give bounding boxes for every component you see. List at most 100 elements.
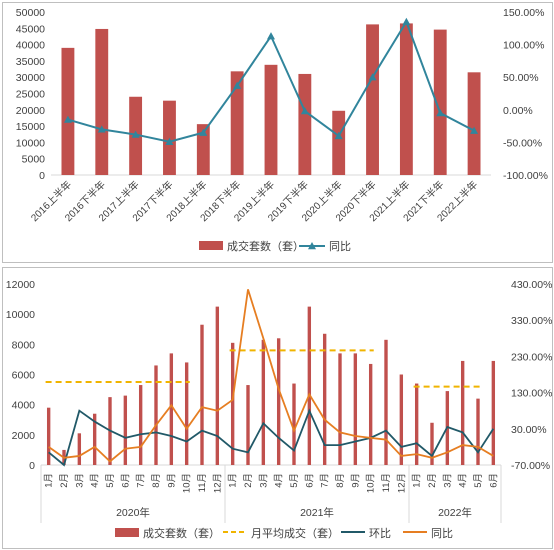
legend-bar-label: 成交套数（套） (227, 239, 304, 253)
y-left-tick-label: 20000 (16, 105, 45, 117)
y-left-tick-label: 8000 (12, 339, 36, 351)
yoy-point (63, 115, 72, 123)
y-right-tick-label: 130.00% (511, 388, 552, 400)
year-label: 2021年 (300, 506, 334, 519)
bar (196, 124, 210, 175)
yoy-point (368, 73, 377, 81)
year-label: 2020年 (116, 506, 150, 519)
legend-bar-swatch (199, 241, 223, 250)
x-tick-label: 5月 (473, 473, 484, 488)
half-year-chart: 0 5000 10000 15000 20000 25000 30000 35000 40000… (16, 7, 548, 253)
y-left-tick-label: 0 (29, 460, 35, 472)
yoy-point (300, 107, 309, 115)
bar (292, 383, 296, 465)
x-tick-label: 1月 (412, 473, 423, 488)
bar (77, 433, 82, 465)
x-tick-label: 1月 (228, 473, 239, 488)
y-right-tick-label: 230.00% (511, 351, 552, 363)
bar (200, 324, 204, 465)
x-tick-label: 5月 (105, 473, 116, 488)
x-tick-label: 7月 (136, 473, 147, 488)
x-tick-label: 10月 (182, 473, 193, 493)
bar (61, 47, 75, 175)
x-tick-label: 8月 (335, 473, 346, 488)
y-left-tick-label: 25000 (16, 89, 45, 101)
legend-bar-label: 成交套数（套） (143, 526, 220, 540)
x-tick-label: 6月 (304, 473, 315, 488)
y-right-tick-label: -100.00% (503, 170, 548, 182)
y-left-tick-label: 50000 (16, 7, 45, 19)
y-left-tick-label: 2000 (12, 430, 36, 442)
yoy-point (334, 131, 343, 140)
bar (414, 383, 419, 465)
x-tick-label: 7月 (320, 473, 331, 488)
x-tick-label: 9月 (166, 473, 177, 488)
y-right-tick-label: 30.00% (511, 424, 547, 436)
x-tick-label: 1月 (44, 473, 55, 488)
x-tick-label: 10月 (366, 473, 377, 493)
bottom-chart-panel: 0 2000 4000 6000 8000 10000 12000 -70.00% 30.00%… (2, 267, 553, 549)
y-left-tick-label: 35000 (16, 56, 45, 68)
x-tick-label: 11月 (381, 473, 392, 492)
y-left-tick-label: 12000 (6, 279, 35, 291)
bar (154, 365, 158, 465)
yoy-point (233, 81, 242, 89)
bar (476, 398, 480, 465)
x-tick-label: 5月 (289, 473, 300, 488)
bar (123, 395, 128, 465)
bar (264, 64, 278, 175)
x-tick-label: 12月 (396, 473, 407, 493)
yoy-point (131, 130, 140, 138)
bar (95, 28, 109, 176)
x-tick-label: 6月 (488, 473, 499, 488)
bar (491, 360, 496, 465)
yoy-point (199, 128, 208, 136)
x-tick-label: 3月 (258, 473, 269, 488)
y-right-tick-label: 150.00% (503, 7, 544, 19)
bar (169, 353, 174, 465)
x-tick-label: 11月 (197, 473, 208, 492)
monthly-chart: 0 2000 4000 6000 8000 10000 12000 -70.00% 30.00%… (6, 279, 552, 540)
x-tick-label: 6月 (120, 473, 131, 488)
x-tick-label: 3月 (74, 473, 85, 488)
y-left-tick-label: 40000 (16, 40, 45, 52)
y-left-tick-label: 6000 (12, 370, 36, 382)
yoy-point (436, 109, 445, 117)
bar (246, 385, 250, 465)
bar (433, 29, 447, 175)
legend-line-marker (308, 242, 316, 250)
y-left-tick-label: 30000 (16, 72, 45, 84)
y-left-tick-label: 10000 (6, 309, 35, 321)
yoy-point (402, 17, 411, 25)
bar (215, 306, 220, 465)
yoy-point (267, 32, 275, 40)
bar (184, 362, 189, 465)
x-tick-label: 4月 (274, 473, 285, 488)
x-tick-label: 2月 (59, 473, 70, 488)
x-tick-label: 4月 (458, 473, 469, 488)
y-right-tick-label: 330.00% (511, 315, 552, 327)
bar (353, 353, 358, 465)
mom-line (48, 408, 495, 467)
y-right-tick-label: 430.00% (511, 279, 552, 291)
bar (46, 407, 51, 465)
x-tick-label: 4月 (90, 473, 101, 488)
y-left-tick-label: 5000 (22, 154, 46, 166)
bar (230, 71, 244, 175)
bar (332, 110, 346, 175)
bar (276, 338, 281, 465)
y-right-tick-label: -50.00% (503, 137, 542, 149)
bar (467, 72, 481, 175)
y-left-tick-label: 45000 (16, 23, 45, 35)
bar (399, 23, 413, 175)
bar (138, 385, 143, 465)
x-tick-label: 12月 (212, 473, 223, 493)
bar (460, 360, 465, 465)
bar (261, 339, 266, 465)
legend-bar-swatch (115, 528, 139, 537)
bar (368, 363, 373, 465)
y-left-tick-label: 15000 (16, 121, 45, 133)
bar (338, 353, 342, 465)
legend-avg-label: 月平均成交（套） (251, 526, 339, 540)
bar (298, 73, 312, 175)
